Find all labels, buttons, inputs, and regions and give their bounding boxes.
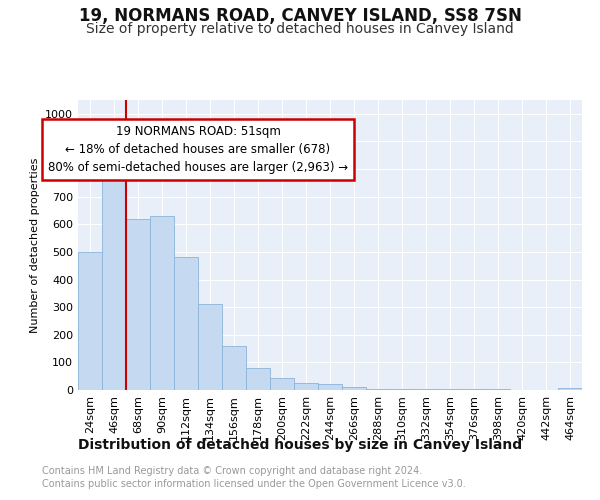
Bar (126, 219, 150, 390)
Text: 19, NORMANS ROAD, CANVEY ISLAND, SS8 7SN: 19, NORMANS ROAD, CANVEY ISLAND, SS8 7SN (79, 8, 521, 26)
Text: 19 NORMANS ROAD: 51sqm
← 18% of detached houses are smaller (678)
80% of semi-de: 19 NORMANS ROAD: 51sqm ← 18% of detached… (48, 125, 348, 174)
Text: Contains public sector information licensed under the Open Government Licence v3: Contains public sector information licen… (42, 479, 466, 489)
Bar (102, 166, 126, 390)
Bar (294, 383, 318, 390)
Bar (174, 258, 198, 390)
Bar (246, 368, 270, 390)
Bar (198, 304, 222, 390)
Text: Distribution of detached houses by size in Canvey Island: Distribution of detached houses by size … (78, 438, 522, 452)
Text: Contains HM Land Registry data © Crown copyright and database right 2024.: Contains HM Land Registry data © Crown c… (42, 466, 422, 476)
Text: Size of property relative to detached houses in Canvey Island: Size of property relative to detached ho… (86, 22, 514, 36)
Bar (342, 386, 366, 390)
Bar (222, 346, 246, 390)
Bar (318, 384, 342, 390)
Bar (366, 388, 390, 390)
Bar (390, 389, 414, 390)
Bar (270, 378, 294, 390)
Bar (78, 252, 102, 390)
Bar (558, 388, 582, 390)
Bar (150, 216, 174, 390)
Y-axis label: Number of detached properties: Number of detached properties (29, 158, 40, 332)
